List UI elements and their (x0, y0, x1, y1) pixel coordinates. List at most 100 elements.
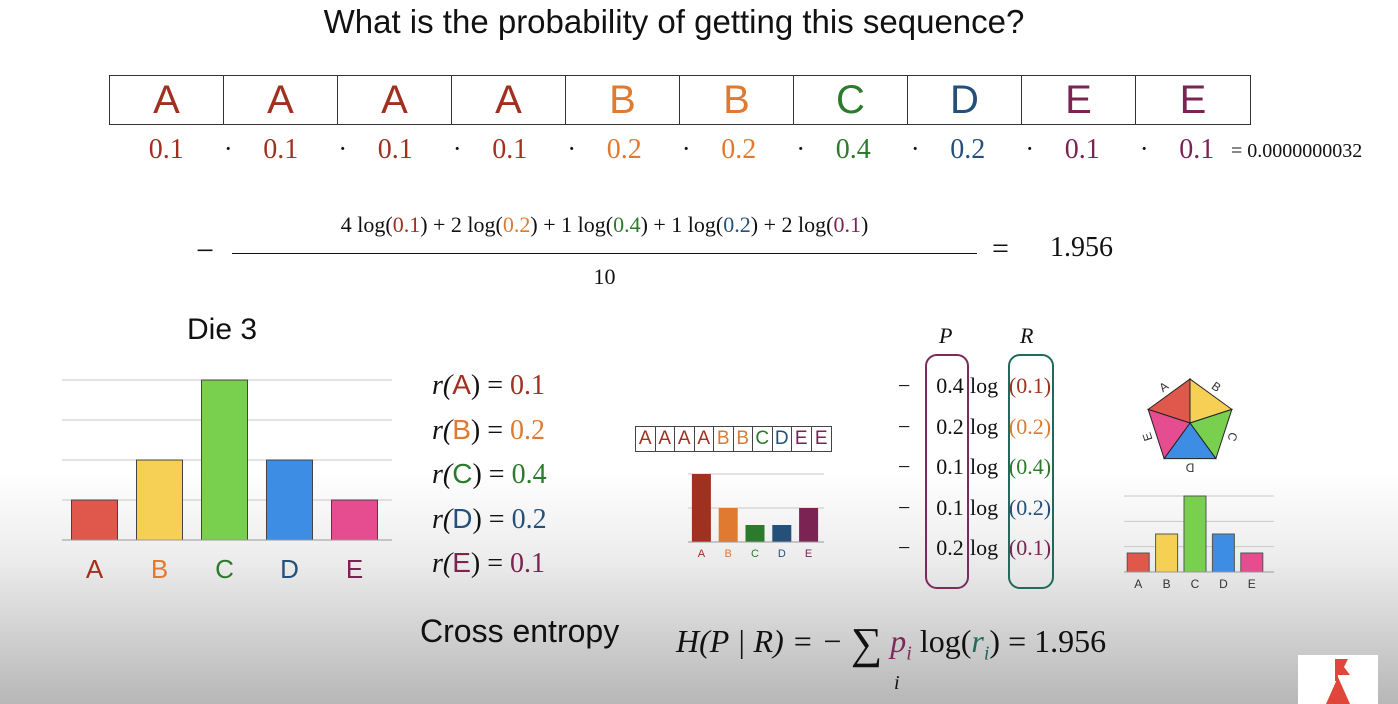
r-definition-d: r(D) = 0.2 (432, 503, 547, 536)
tick-label-e: E (346, 554, 363, 584)
probability-cell: 0.2 · (567, 134, 691, 166)
bar-d (772, 525, 792, 542)
r-definition-a: r(A) = 0.1 (432, 369, 545, 402)
mini-sequence-cell: A (656, 427, 675, 451)
fraction-equals: = (992, 232, 1009, 265)
row-log: log (970, 494, 999, 520)
ce-result: 1.956 (1034, 623, 1107, 659)
numerator-value: 0.4 (613, 212, 641, 237)
right-bar-chart: A B C D E (1124, 495, 1274, 591)
tick-label-c: C (215, 554, 234, 584)
tick-label-d: D (778, 548, 786, 560)
numerator-sep: ) + (640, 212, 672, 237)
probability-cell: 0.1 · (338, 134, 462, 166)
tick-label-e: E (1248, 577, 1256, 591)
pie-label-d: D (1185, 461, 1194, 475)
pentagon-die: A B C D E (1140, 378, 1240, 475)
numerator-sep: ) (860, 212, 869, 237)
row-p-value: 0.4 (936, 373, 964, 398)
fraction-line (232, 253, 977, 254)
tick-label-e: E (805, 548, 812, 560)
row-r-value: (0.1) (1008, 373, 1052, 398)
row-r-value: (0.1) (1008, 535, 1052, 560)
bar-b (136, 459, 183, 541)
bar-a (71, 499, 118, 541)
tick-label-a: A (698, 548, 706, 560)
row-p-value: 0.2 (936, 413, 964, 439)
sequence-cell: E (1022, 76, 1136, 124)
logo-icon (1298, 655, 1378, 704)
probability-value: 0.1 (148, 134, 184, 165)
pie-label-c: C (1224, 430, 1240, 443)
numerator-sep: ) + (530, 212, 562, 237)
pie-slice-e (1147, 408, 1191, 460)
bar-a (691, 474, 711, 542)
probability-cell: 0.1 (1140, 134, 1255, 166)
row-minus: − (898, 535, 911, 560)
numerator-sep: ) + (420, 212, 451, 237)
row-minus: − (898, 494, 911, 520)
sum-index: i (894, 672, 900, 694)
probability-cell: 0.1 · (109, 134, 233, 166)
probability-cell: 0.1 · (453, 134, 576, 166)
r-column-box (1008, 354, 1054, 589)
numerator-value: 0.1 (833, 212, 861, 237)
multiply-dot: · (1025, 134, 1034, 163)
tick-label-b: B (725, 548, 732, 560)
p-column-box (925, 354, 969, 589)
tick-label-a: A (1134, 577, 1142, 591)
multiply-dot: · (338, 134, 347, 163)
r-def-pre: r( (432, 370, 453, 401)
tick-label-c: C (1191, 577, 1200, 591)
fraction-denominator: 10 (593, 264, 616, 289)
sequence-cell: B (566, 76, 680, 124)
row-minus: − (898, 373, 911, 398)
r-def-post: ) = (472, 503, 512, 535)
mini-sequence-cell: D (773, 427, 792, 451)
multiply-dot: · (796, 134, 805, 163)
bar-e (799, 508, 819, 542)
numerator-coef: 2 log( (450, 212, 503, 237)
r-def-pre: r( (432, 548, 453, 579)
mini-sequence-cell: B (714, 427, 734, 451)
tick-label-d: D (280, 554, 299, 584)
multiply-dot: · (681, 134, 691, 163)
multiply-dot: · (910, 134, 920, 163)
numerator-value: 0.2 (502, 212, 531, 237)
pie-label-a: A (1156, 379, 1171, 395)
probability-value: 0.1 (1179, 134, 1215, 165)
p-log-r-row: −0.4 log (0.1) (898, 369, 1052, 403)
multiply-dot: · (567, 134, 576, 163)
bar-e (331, 499, 378, 541)
r-def-post: ) = (470, 414, 511, 446)
row-log: log (970, 373, 999, 398)
bar-d (1211, 533, 1235, 573)
r-def-value: 0.4 (511, 459, 547, 490)
cross-entropy-formula: H(P | R) = − ∑ pi log(ri) = 1.956 (676, 612, 1107, 668)
r-def-letter: B (452, 413, 471, 445)
probability-row: 0.1 · 0.1 · 0.1 · 0.1 · 0.2 · 0.2 · 0.4 · 0.2 · 0.1 · 0.1 (109, 134, 1254, 166)
bar-b (718, 508, 738, 542)
r-def-post: ) = (470, 548, 511, 579)
die-title: Die 3 (187, 313, 258, 346)
sequence-cell: B (680, 76, 794, 124)
fraction-result: 1.956 (1050, 232, 1113, 263)
numerator-coef: 2 log( (781, 212, 834, 237)
slide-title: What is the probability of getting this … (323, 3, 1025, 40)
pie-label-b: B (1209, 379, 1224, 395)
mini-sequence-cell: A (675, 427, 695, 451)
sequence-cell: E (1179, 77, 1207, 122)
probability-cell: 0.2 · (911, 134, 1034, 166)
probability-value: 0.1 (1064, 134, 1100, 165)
ce-r: r (971, 623, 984, 659)
row-r-value: (0.2) (1008, 413, 1052, 439)
p-log-r-row: −0.1 log (0.4) (898, 450, 1052, 484)
ce-lhs: H(P | R) = − (676, 623, 843, 659)
probability-cell: 0.2 · (682, 134, 805, 166)
r-def-pre: r( (432, 414, 453, 446)
product-result: = 0.0000000032 (1231, 140, 1363, 162)
probability-value: 0.1 (377, 134, 413, 165)
ce-equals: = (1008, 623, 1035, 659)
ce-log: log( (919, 623, 972, 659)
sequence-cell: C (794, 76, 908, 124)
